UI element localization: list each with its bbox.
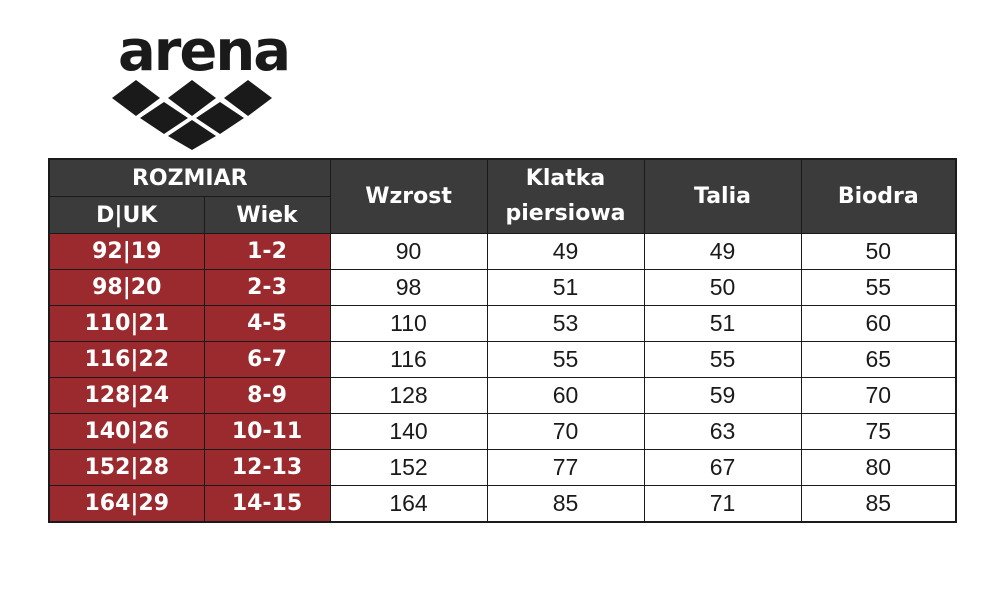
height-cell: 152 xyxy=(329,449,488,486)
table-row: 110|21 4-5 110 53 51 60 xyxy=(48,305,957,342)
hips-cell: 50 xyxy=(800,233,957,270)
size-cell: 92|19 xyxy=(48,233,205,270)
size-cell: 98|20 xyxy=(48,269,205,306)
age-cell: 10-11 xyxy=(203,413,331,450)
size-chart-table: ROZMIAR Wzrost Klatka piersiowa Talia Bi… xyxy=(48,158,958,523)
age-cell: 8-9 xyxy=(203,377,331,414)
waist-cell: 55 xyxy=(643,341,802,378)
header-waist: Talia xyxy=(643,158,802,234)
waist-cell: 67 xyxy=(643,449,802,486)
chest-cell: 60 xyxy=(486,377,645,414)
table-row: 152|28 12-13 152 77 67 80 xyxy=(48,449,957,486)
hips-cell: 60 xyxy=(800,305,957,342)
chest-cell: 53 xyxy=(486,305,645,342)
hips-cell: 75 xyxy=(800,413,957,450)
age-cell: 1-2 xyxy=(203,233,331,270)
height-cell: 164 xyxy=(329,485,488,523)
size-cell: 152|28 xyxy=(48,449,205,486)
age-cell: 12-13 xyxy=(203,449,331,486)
hips-cell: 65 xyxy=(800,341,957,378)
waist-cell: 49 xyxy=(643,233,802,270)
waist-cell: 50 xyxy=(643,269,802,306)
size-cell: 128|24 xyxy=(48,377,205,414)
table-row: 140|26 10-11 140 70 63 75 xyxy=(48,413,957,450)
size-cell: 164|29 xyxy=(48,485,205,523)
chest-cell: 85 xyxy=(486,485,645,523)
chest-cell: 70 xyxy=(486,413,645,450)
height-cell: 116 xyxy=(329,341,488,378)
table-row: 128|24 8-9 128 60 59 70 xyxy=(48,377,957,414)
header-height: Wzrost xyxy=(329,158,488,234)
age-cell: 2-3 xyxy=(203,269,331,306)
chest-cell: 51 xyxy=(486,269,645,306)
waist-cell: 51 xyxy=(643,305,802,342)
height-cell: 110 xyxy=(329,305,488,342)
hips-cell: 85 xyxy=(800,485,957,523)
header-age: Wiek xyxy=(203,196,331,234)
hips-cell: 70 xyxy=(800,377,957,414)
height-cell: 98 xyxy=(329,269,488,306)
header-hips: Biodra xyxy=(800,158,957,234)
size-cell: 116|22 xyxy=(48,341,205,378)
hips-cell: 55 xyxy=(800,269,957,306)
logo-text: arena xyxy=(118,19,291,84)
age-cell: 14-15 xyxy=(203,485,331,523)
height-cell: 140 xyxy=(329,413,488,450)
hips-cell: 80 xyxy=(800,449,957,486)
table-row: 116|22 6-7 116 55 55 65 xyxy=(48,341,957,378)
waist-cell: 63 xyxy=(643,413,802,450)
waist-cell: 71 xyxy=(643,485,802,523)
waist-cell: 59 xyxy=(643,377,802,414)
chest-cell: 49 xyxy=(486,233,645,270)
table-row: 98|20 2-3 98 51 50 55 xyxy=(48,269,957,306)
size-cell: 110|21 xyxy=(48,305,205,342)
age-cell: 4-5 xyxy=(203,305,331,342)
table-row: 92|19 1-2 90 49 49 50 xyxy=(48,233,957,270)
height-cell: 90 xyxy=(329,233,488,270)
table-body: 92|19 1-2 90 49 49 50 98|20 2-3 98 51 50 55 110|21 4-… xyxy=(48,233,957,523)
size-cell: 140|26 xyxy=(48,413,205,450)
arena-logo: arena xyxy=(112,24,291,150)
header-chest: Klatka piersiowa xyxy=(486,158,645,234)
height-cell: 128 xyxy=(329,377,488,414)
chest-cell: 77 xyxy=(486,449,645,486)
table-row: 164|29 14-15 164 85 71 85 xyxy=(48,485,957,523)
header-rozmiar: ROZMIAR xyxy=(48,158,331,197)
header-size-code: D|UK xyxy=(48,196,205,234)
chest-cell: 55 xyxy=(486,341,645,378)
arena-diamond-logo-icon xyxy=(112,80,272,150)
age-cell: 6-7 xyxy=(203,341,331,378)
